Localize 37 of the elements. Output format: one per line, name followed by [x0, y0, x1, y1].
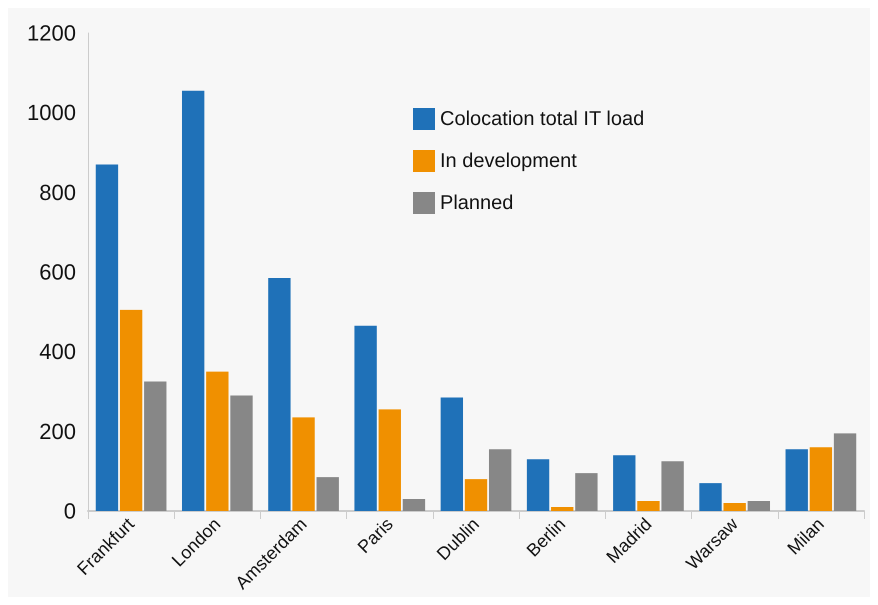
bar: [488, 449, 512, 511]
bar: [440, 397, 464, 511]
bar: [613, 455, 636, 511]
bar: [810, 447, 832, 511]
bar: [144, 382, 166, 511]
bar: [699, 483, 722, 511]
legend-label: In development: [440, 150, 578, 172]
bar: [268, 278, 291, 511]
y-tick-label: 800: [39, 180, 76, 205]
bar: [551, 507, 574, 511]
legend-label: Planned: [440, 192, 514, 214]
bar: [464, 479, 488, 511]
bar: [292, 417, 315, 511]
bar: [230, 395, 253, 511]
bar: [96, 164, 118, 511]
bar: [723, 503, 746, 511]
y-tick-label: 200: [39, 418, 76, 444]
bar: [378, 409, 401, 511]
bar: [120, 310, 142, 511]
bar: [182, 90, 204, 511]
y-tick-label: 1000: [27, 100, 76, 126]
bar: [637, 501, 660, 511]
y-tick-label: 600: [39, 260, 76, 284]
bar: [402, 499, 426, 511]
bar: [575, 473, 598, 511]
bar: [316, 477, 339, 511]
legend-label: Colocation total IT load: [440, 108, 644, 130]
bar: [748, 501, 770, 511]
bar: [354, 326, 377, 511]
y-tick-label: 400: [39, 339, 76, 364]
bar: [834, 433, 856, 511]
bar: [786, 449, 808, 511]
bar: [526, 459, 550, 511]
y-tick-label: 0: [64, 498, 76, 524]
y-tick-label: 1200: [27, 20, 76, 46]
bar: [206, 372, 229, 511]
bar: [661, 461, 684, 511]
